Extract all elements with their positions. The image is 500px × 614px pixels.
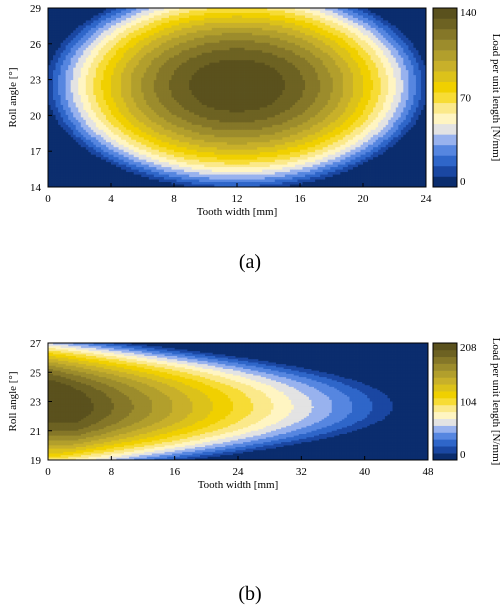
contour-fill <box>48 343 428 460</box>
colorbar-swatch <box>433 124 457 135</box>
y-tick-label: 23 <box>30 397 42 409</box>
colorbar-swatch <box>433 19 457 30</box>
x-tick-label: 0 <box>45 193 51 205</box>
y-tick-label: 26 <box>30 39 42 51</box>
colorbar-swatch <box>433 155 457 166</box>
colorbar-swatch <box>433 103 457 114</box>
colorbar-swatch <box>433 113 457 124</box>
x-tick-label: 0 <box>45 466 51 478</box>
colorbar-swatch <box>433 343 457 350</box>
x-tick-label: 24 <box>233 466 245 478</box>
x-tick-label: 16 <box>169 466 181 478</box>
colorbar-swatch <box>433 412 457 419</box>
colorbar-swatch <box>433 71 457 82</box>
colorbar-swatch <box>433 391 457 398</box>
x-tick-label: 8 <box>109 466 115 478</box>
y-tick-label: 19 <box>30 455 42 467</box>
colorbar-swatch <box>433 364 457 371</box>
y-tick-label: 25 <box>30 367 42 379</box>
y-axis-label: Roll angle [°] <box>7 68 19 128</box>
colorbar-tick-label: 0 <box>460 176 466 188</box>
x-tick-label: 8 <box>171 193 177 205</box>
y-tick-label: 17 <box>30 146 42 158</box>
colorbar-swatch <box>433 134 457 145</box>
colorbar-swatch <box>433 8 457 19</box>
x-tick-label: 20 <box>358 193 370 205</box>
colorbar: 0 70 140 Load per unit length [N/mm] <box>433 7 500 188</box>
colorbar-swatch <box>433 371 457 378</box>
colorbar-label: Load per unit length [N/mm] <box>490 34 500 162</box>
colorbar-swatch <box>433 357 457 364</box>
contour-fill <box>48 8 426 187</box>
colorbar-tick-label: 70 <box>460 93 472 105</box>
colorbar-swatch <box>433 176 457 187</box>
y-tick-label: 23 <box>30 75 42 87</box>
colorbar-swatch <box>433 384 457 391</box>
panel-label: (a) <box>239 251 261 273</box>
colorbar-label: Load per unit length [N/mm] <box>490 338 500 466</box>
y-tick-label: 21 <box>30 426 41 438</box>
x-tick-label: 24 <box>421 193 433 205</box>
colorbar-swatch <box>433 145 457 156</box>
y-axis-label: Roll angle [°] <box>7 372 19 432</box>
colorbar-swatch <box>433 453 457 460</box>
colorbar-swatch <box>433 350 457 357</box>
x-axis-label: Tooth width [mm] <box>198 479 279 491</box>
colorbar-swatch <box>433 419 457 426</box>
x-axis-label: Tooth width [mm] <box>197 206 278 218</box>
colorbar-swatch <box>433 405 457 412</box>
colorbar-swatch <box>433 166 457 177</box>
colorbar: 0 104 208 Load per unit length [N/mm] <box>433 338 500 466</box>
colorbar-swatch <box>433 61 457 72</box>
x-tick-label: 32 <box>296 466 307 478</box>
colorbar-swatch <box>433 50 457 61</box>
chart-panel-b: 0 8 16 24 32 40 48 19 21 23 25 27 Tooth width [mm] Ro… <box>7 338 500 605</box>
colorbar-tick-label: 208 <box>460 342 477 354</box>
colorbar-swatch <box>433 398 457 405</box>
colorbar-swatch <box>433 439 457 446</box>
y-tick-label: 14 <box>30 182 42 194</box>
x-tick-label: 4 <box>108 193 114 205</box>
x-tick-label: 12 <box>232 193 243 205</box>
colorbar-swatch <box>433 426 457 433</box>
colorbar-tick-label: 104 <box>460 397 477 409</box>
colorbar-swatch <box>433 40 457 51</box>
chart-panel-a: 0 4 8 12 16 20 24 14 17 20 23 26 29 Tooth width [mm] R… <box>7 3 500 273</box>
x-tick-label: 16 <box>295 193 307 205</box>
colorbar-swatch <box>433 446 457 453</box>
y-tick-label: 20 <box>30 110 42 122</box>
x-tick-label: 48 <box>423 466 435 478</box>
panel-label: (b) <box>238 583 261 605</box>
colorbar-tick-label: 0 <box>460 449 466 461</box>
colorbar-swatch <box>433 432 457 439</box>
y-tick-label: 27 <box>30 338 42 350</box>
colorbar-swatch <box>433 29 457 40</box>
colorbar-tick-label: 140 <box>460 7 477 19</box>
colorbar-swatch <box>433 92 457 103</box>
x-tick-label: 40 <box>359 466 371 478</box>
colorbar-swatch <box>433 377 457 384</box>
y-tick-label: 29 <box>30 3 42 15</box>
colorbar-swatch <box>433 82 457 93</box>
